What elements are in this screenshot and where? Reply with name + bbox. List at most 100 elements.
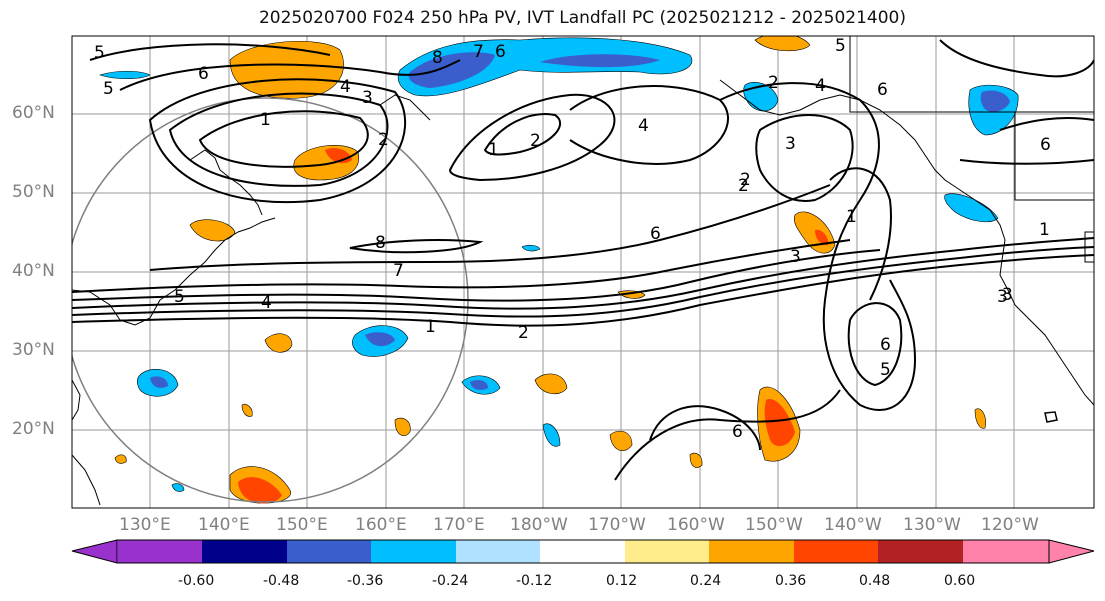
contour-label: 1 xyxy=(1039,220,1050,240)
lon-label: 140°W xyxy=(824,515,882,535)
contour-label: 5 xyxy=(174,287,185,307)
lon-label: 150°E xyxy=(276,515,328,535)
colorbar-tick-label: 0.60 xyxy=(944,573,976,589)
contour-labels: 5 6 5 4 3 1 2 8 7 6 2 4 2 3 4 5 6 6 1 8 … xyxy=(94,36,1051,442)
lon-label: 180°W xyxy=(510,515,568,535)
colorbar-extend-low xyxy=(71,539,118,564)
positive-pc-region xyxy=(609,430,633,452)
contour-label: 8 xyxy=(375,233,386,253)
lon-label: 140°E xyxy=(198,515,250,535)
contour-label: 2 xyxy=(740,170,751,190)
contour-label: 5 xyxy=(94,43,105,63)
contour-label: 1 xyxy=(260,110,271,130)
contour-label: 2 xyxy=(768,73,779,93)
positive-pc-region xyxy=(764,399,795,447)
contour-label: 5 xyxy=(835,36,846,56)
colorbar-tick-label: 0.12 xyxy=(606,573,638,589)
colorbar-segment xyxy=(287,540,371,563)
contour-label: 3 xyxy=(785,134,796,154)
contour-label: 6 xyxy=(1040,135,1051,155)
colorbar-tick-label: -0.36 xyxy=(347,573,384,589)
contour-label: 3 xyxy=(1002,285,1013,305)
positive-pc-region xyxy=(534,373,568,395)
positive-pc-region xyxy=(815,229,829,246)
map-frame xyxy=(71,35,1095,509)
contour-label: 8 xyxy=(432,48,443,68)
colorbar-segment xyxy=(963,540,1049,563)
positive-pc-region xyxy=(264,333,293,353)
lat-label: 20°N xyxy=(12,419,55,439)
contour-label: 5 xyxy=(880,360,891,380)
positive-pc-region xyxy=(754,36,811,52)
contour-label: 2 xyxy=(530,131,541,151)
lon-label: 130°E xyxy=(119,515,171,535)
contour-label: 2 xyxy=(378,130,389,150)
positive-pc-region xyxy=(238,477,282,504)
lon-label: 150°W xyxy=(745,515,803,535)
colorbar-tick-label: -0.48 xyxy=(263,573,300,589)
contour-label: 6 xyxy=(732,422,743,442)
contour-label: 5 xyxy=(103,79,114,99)
contour-label: 6 xyxy=(880,335,891,355)
colorbar-tick-label: -0.12 xyxy=(516,573,553,589)
contour-label: 7 xyxy=(393,261,404,281)
contour-label: 3 xyxy=(362,88,373,108)
contour-label: 4 xyxy=(815,76,826,96)
negative-pc-region xyxy=(150,376,168,388)
contour-label: 6 xyxy=(650,224,661,244)
colorbar-segment xyxy=(456,540,540,563)
contour-label: 6 xyxy=(495,42,506,62)
plot-title: 2025020700 F024 250 hPa PV, IVT Landfall… xyxy=(258,8,906,28)
negative-pc-region xyxy=(99,70,151,80)
contour-label: 6 xyxy=(877,80,888,100)
negative-pc-region xyxy=(540,54,660,68)
negative-pc-region xyxy=(980,90,1010,112)
colorbar-tick-label: 0.24 xyxy=(690,573,722,589)
colorbar-segment xyxy=(202,540,287,563)
contour-label: 4 xyxy=(340,77,351,97)
contour-label: 1 xyxy=(488,140,499,160)
colorbar-segment xyxy=(540,540,625,563)
lat-label: 30°N xyxy=(12,340,55,360)
contour-label: 3 xyxy=(790,247,801,267)
contour-label: 2 xyxy=(738,176,749,196)
negative-pc-region xyxy=(470,380,488,390)
coastlines xyxy=(72,36,1094,506)
positive-pc-region xyxy=(189,219,236,242)
positive-pc-region xyxy=(229,41,344,99)
colorbar xyxy=(71,539,1095,564)
colorbar-segment xyxy=(625,540,709,563)
negative-pc-region xyxy=(365,332,395,347)
contour-label: 6 xyxy=(198,64,209,84)
lon-label: 160°E xyxy=(355,515,407,535)
colorbar-segment xyxy=(794,540,878,563)
contour-label: 4 xyxy=(638,116,649,136)
negative-pc-region xyxy=(944,193,999,223)
negative-pc-region xyxy=(521,244,541,252)
colorbar-extend-high xyxy=(1048,539,1095,564)
negative-pc-region xyxy=(542,423,561,447)
colorbar-tick-label: 0.36 xyxy=(775,573,807,589)
lon-label: 130°W xyxy=(903,515,961,535)
positive-pc-region xyxy=(114,454,127,464)
positive-pc-region xyxy=(394,417,411,436)
lon-label: 170°E xyxy=(433,515,485,535)
colorbar-segment xyxy=(371,540,456,563)
lon-label: 160°W xyxy=(667,515,725,535)
negative-pc-region xyxy=(408,52,495,88)
pc-shading xyxy=(99,36,1019,504)
colorbar-tick-label: 0.48 xyxy=(859,573,891,589)
lon-label: 170°W xyxy=(588,515,646,535)
contour-label: 1 xyxy=(425,317,436,337)
negative-pc-region xyxy=(171,483,185,492)
contour-label: 7 xyxy=(473,42,484,62)
positive-pc-region xyxy=(974,408,986,429)
positive-pc-region xyxy=(689,452,703,468)
contour-label: 4 xyxy=(261,293,272,313)
pv-contours xyxy=(72,39,1094,481)
contour-label: 3 xyxy=(997,287,1008,307)
colorbar-segment xyxy=(878,540,963,563)
positive-pc-region xyxy=(241,403,253,417)
contour-label: 2 xyxy=(518,323,529,343)
